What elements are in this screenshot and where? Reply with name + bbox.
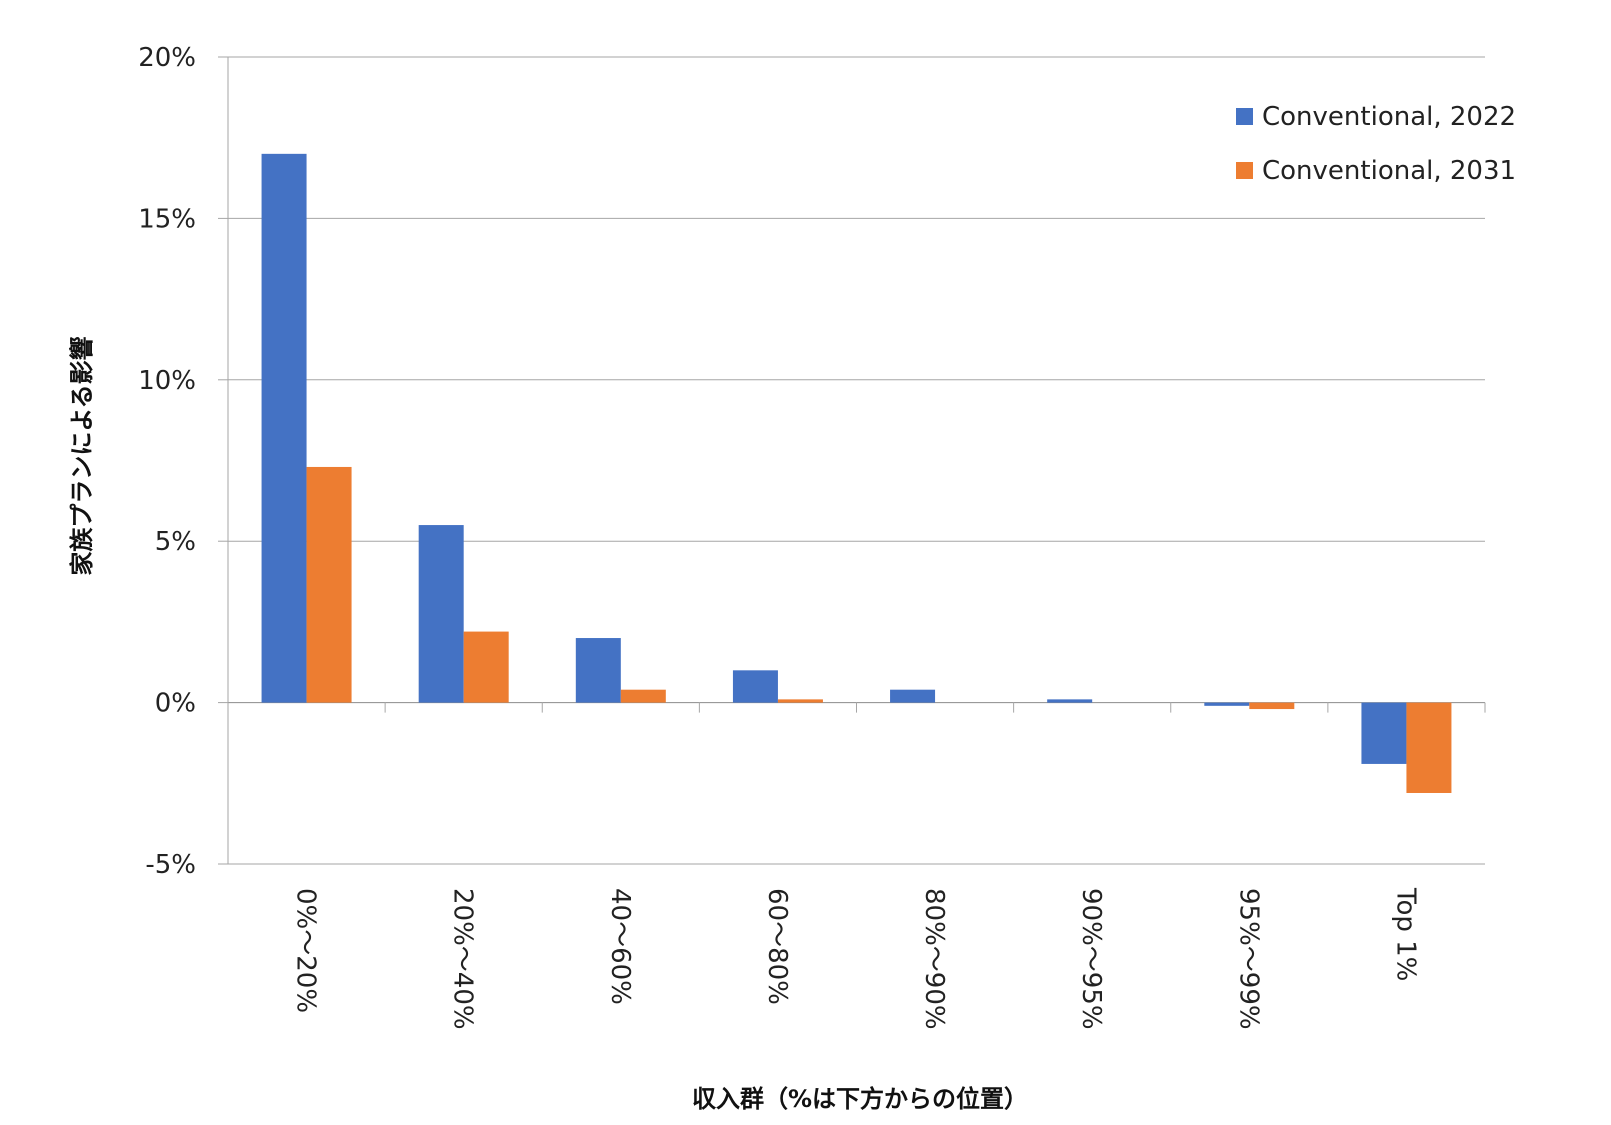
bar xyxy=(1047,699,1093,703)
bar xyxy=(418,525,464,703)
x-tick-label: 60～80% xyxy=(762,888,792,1005)
bar xyxy=(732,670,778,703)
legend-label: Conventional, 2031 xyxy=(1262,156,1516,186)
axes xyxy=(227,57,1486,864)
bars xyxy=(261,153,1452,793)
y-tick-label: 20% xyxy=(138,43,196,73)
x-tick-label: 0%～20% xyxy=(291,888,321,1013)
legend-swatch xyxy=(1236,108,1253,125)
bar xyxy=(575,638,621,703)
x-tick-label: 40～60% xyxy=(605,888,635,1005)
y-tick-label: 5% xyxy=(155,527,196,557)
y-tick-label: 10% xyxy=(138,366,196,396)
x-tick-labels: 0%～20% 20%～40% 40～60% 60～80% 80%～90% 90%～95% 9… xyxy=(291,887,1421,1030)
x-tick-label: 20%～40% xyxy=(448,888,478,1030)
bar xyxy=(1361,702,1407,764)
legend-label: Conventional, 2022 xyxy=(1262,102,1516,132)
x-tick-label: 80%～90% xyxy=(919,888,949,1030)
x-tick-label: 95%～99% xyxy=(1233,888,1263,1030)
bar xyxy=(890,689,936,703)
bar xyxy=(620,689,666,703)
y-tick-label: 0% xyxy=(155,689,196,719)
bar xyxy=(1204,702,1250,706)
bar xyxy=(1249,702,1295,710)
x-tick-label: 90%～95% xyxy=(1076,888,1106,1030)
x-tick-label: Top 1% xyxy=(1390,887,1420,981)
x-axis-title: 収入群（%は下方からの位置） xyxy=(692,1085,1028,1113)
y-axis-title: 家族プランによる影響 xyxy=(68,336,96,575)
y-tick-label: 15% xyxy=(138,204,196,234)
legend-swatch xyxy=(1236,162,1253,179)
bar xyxy=(463,631,509,703)
legend: Conventional, 2022 Conventional, 2031 xyxy=(1236,102,1516,186)
bar xyxy=(306,466,352,703)
bar xyxy=(777,699,823,703)
y-tick-label: -5% xyxy=(145,850,196,880)
bar xyxy=(1406,702,1452,793)
bar xyxy=(261,153,307,703)
y-tick-labels: -5% 0% 5% 10% 15% 20% xyxy=(138,43,196,880)
